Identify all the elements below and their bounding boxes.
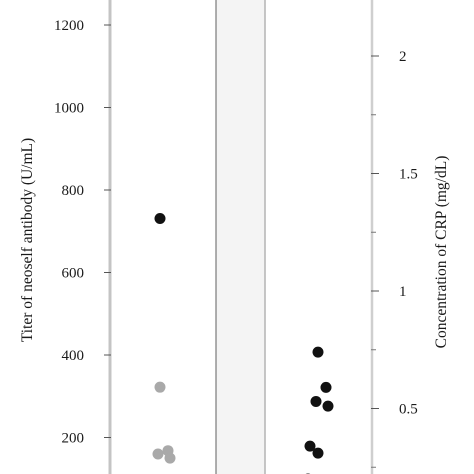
left-axis-ticks: 200 400 600 800 1000 1200	[54, 18, 111, 447]
left-tick-label: 400	[62, 348, 85, 364]
data-point	[312, 346, 324, 358]
data-point	[152, 448, 164, 460]
data-point	[312, 447, 324, 459]
left-tick-label: 200	[62, 431, 85, 447]
data-point	[322, 400, 334, 412]
right-axis-ticks: 0.5 1 1.5 2	[371, 49, 418, 468]
left-tick-label: 1200	[54, 18, 84, 34]
data-point	[310, 395, 322, 407]
data-point	[154, 212, 166, 224]
left-tick-label: 1000	[54, 101, 84, 117]
left-tick-label: 800	[62, 183, 85, 199]
data-point	[154, 381, 166, 393]
data-points	[152, 212, 334, 474]
right-tick-label: 0.5	[399, 402, 418, 418]
right-tick-label: 1.5	[399, 167, 418, 183]
panel-band-2	[216, 0, 265, 474]
data-point	[304, 440, 316, 452]
y-axis-title-right: Concentration of CRP (mg/dL)	[433, 156, 450, 349]
data-point	[320, 381, 332, 393]
right-tick-label: 2	[399, 49, 407, 65]
panel-band-3	[265, 0, 371, 474]
left-tick-label: 600	[62, 266, 85, 282]
right-tick-label: 1	[399, 284, 407, 300]
panel-band-1	[110, 0, 216, 474]
y-axis-title-left: Titer of neoself antibody (U/mL)	[19, 138, 36, 342]
data-point	[164, 452, 176, 464]
